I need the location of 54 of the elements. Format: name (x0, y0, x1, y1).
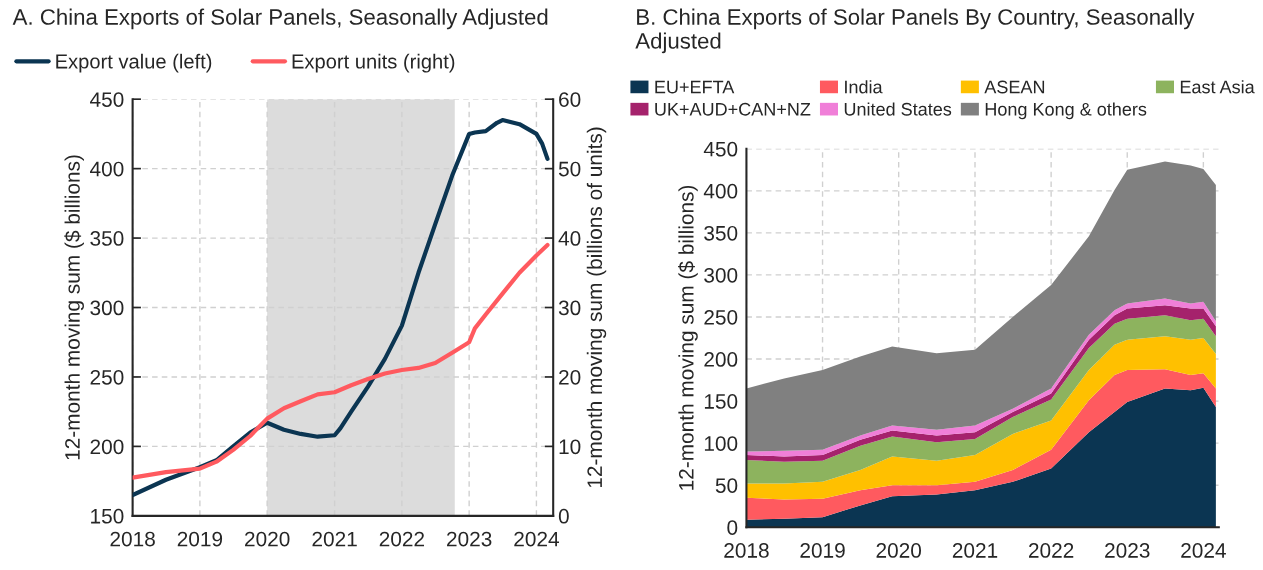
y-tick-label: 250 (704, 309, 738, 325)
legend-label: East Asia (1180, 80, 1255, 94)
y-tick-label: 200 (704, 352, 738, 367)
y-tick-label: 150 (91, 508, 124, 524)
legend-label: UK+AUD+CAN+NZ (655, 102, 811, 116)
x-tick-label: 2024 (514, 531, 559, 547)
x-tick-label: 2018 (724, 543, 769, 558)
legend-label: ASEAN (984, 80, 1045, 94)
x-tick-label: 2019 (800, 543, 845, 558)
y-tick-label: 100 (704, 436, 738, 451)
x-tick-label: 2018 (110, 531, 155, 547)
x-tick-label: 2022 (1029, 543, 1074, 558)
x-tick-label: 2022 (379, 531, 425, 547)
legend-label: Export value (left) (56, 53, 212, 73)
x-tick-label: 2019 (177, 531, 223, 547)
y2-tick-label: 30 (558, 300, 581, 316)
legend-label: United States (844, 102, 952, 116)
y-tick-label: 350 (704, 225, 738, 241)
y-tick-label: 200 (90, 439, 124, 455)
legend-label: Export units (right) (292, 53, 455, 73)
line-series (132, 242, 550, 480)
x-tick-label: 2024 (1181, 543, 1226, 558)
y-tick-label: 250 (90, 369, 124, 385)
y2-tick-label: 40 (558, 231, 581, 246)
x-tick-label: 2020 (245, 531, 290, 547)
y-tick-label: 150 (704, 394, 738, 409)
y-tick-label: 450 (90, 92, 124, 107)
chart-title: B. China Exports of Solar Panels By Country, Seasonally Adjusted (635, 8, 1195, 54)
x-tick-label: 2021 (312, 531, 357, 547)
legend-label: Hong Kong & others (985, 102, 1147, 120)
y-axis-title: 12-month moving sum ($ billions) (678, 185, 698, 490)
y-tick-label: 450 (703, 141, 738, 157)
legend-label: India (845, 80, 883, 94)
y-axis-title: 12-month moving sum ($ billions) (64, 155, 84, 460)
y-tick-label: 300 (704, 267, 738, 283)
y-tick-label: 400 (703, 183, 738, 199)
y2-tick-label: 10 (559, 439, 581, 455)
y-tick-label: 350 (90, 231, 124, 246)
x-tick-label: 2020 (876, 543, 922, 558)
y-tick-label: 0 (727, 520, 738, 535)
chart-title: A. China Exports of Solar Panels, Seasonally Adjusted (12, 8, 548, 30)
line-series (132, 117, 550, 498)
y2-axis-title: 12-month moving sum (billions of units) (586, 127, 607, 488)
legend-label: EU+EFTA (655, 80, 735, 94)
x-tick-label: 2023 (447, 531, 492, 547)
y2-tick-label: 60 (559, 92, 581, 107)
y2-tick-label: 0 (558, 508, 569, 524)
y-tick-label: 400 (90, 161, 124, 177)
y-tick-label: 50 (715, 478, 738, 493)
y2-tick-label: 50 (558, 161, 581, 177)
x-tick-label: 2023 (1105, 543, 1150, 558)
y2-tick-label: 20 (559, 369, 581, 385)
y-tick-label: 300 (90, 300, 124, 316)
x-tick-label: 2021 (952, 543, 998, 558)
